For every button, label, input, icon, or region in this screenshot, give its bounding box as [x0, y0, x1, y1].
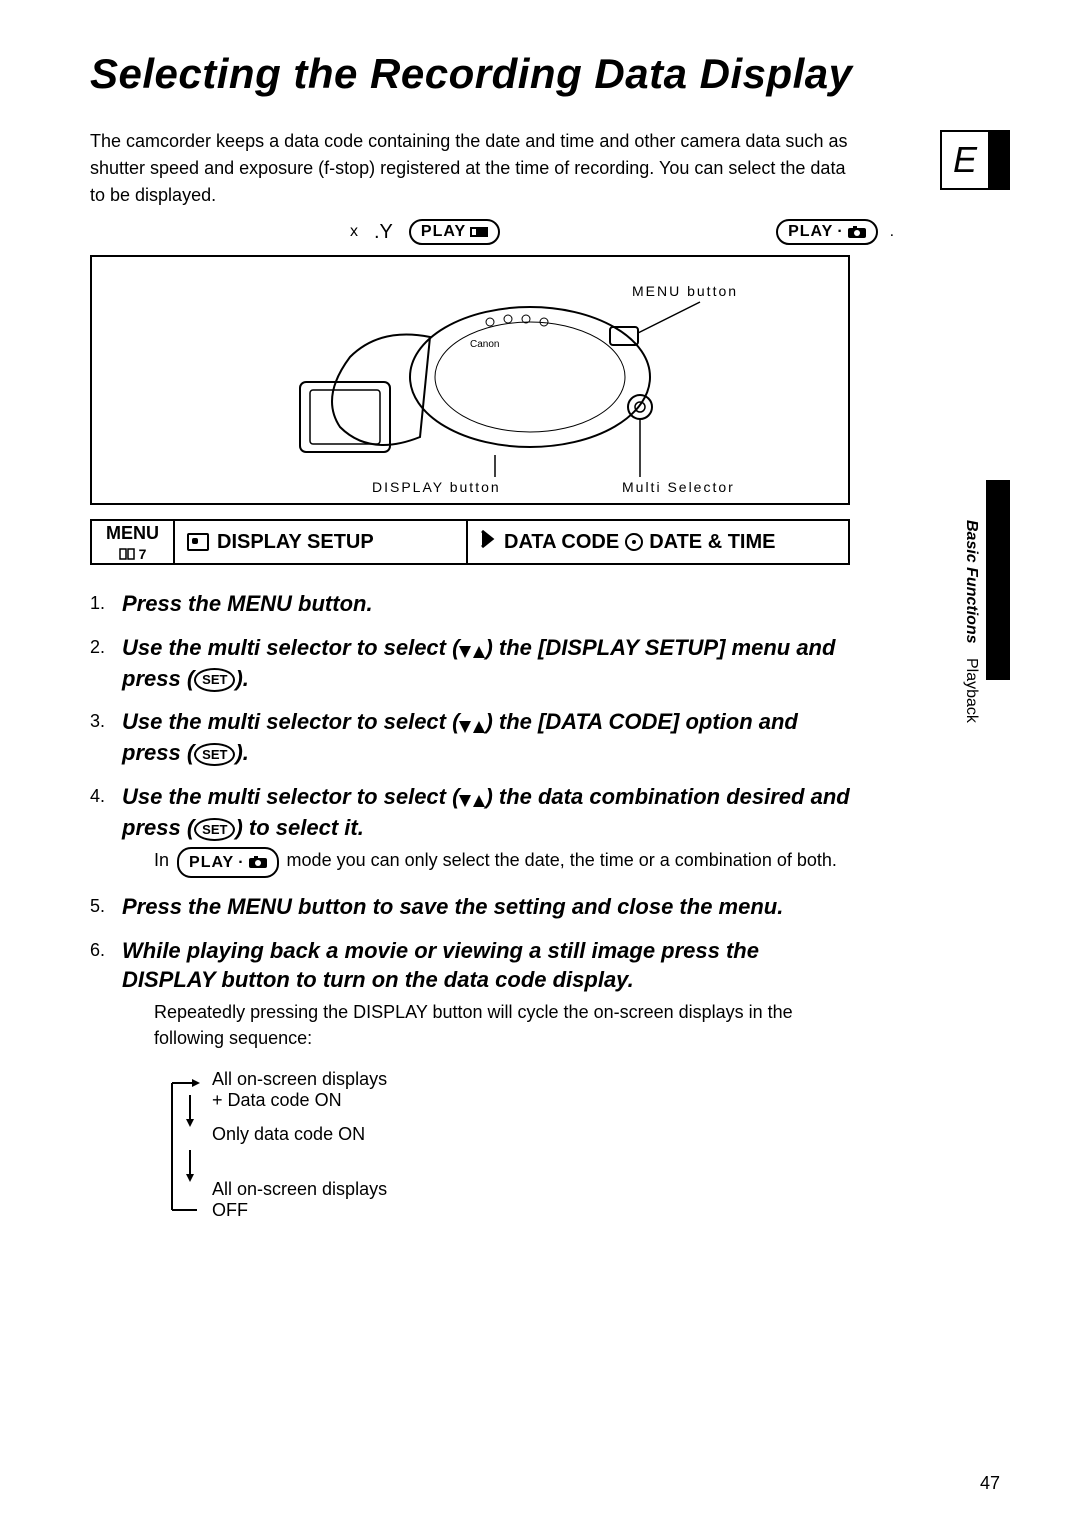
display-setup-icon — [187, 533, 209, 551]
chevron-right-icon — [480, 529, 496, 555]
step-4-note: In PLAY· mode you can only select the da… — [154, 847, 850, 878]
step-4: 4. Use the multi selector to select () t… — [90, 782, 850, 878]
cycle-node-1: All on-screen displays + Data code ON — [212, 1069, 402, 1111]
step-1: 1. Press the MENU button. — [90, 589, 850, 619]
cycle-arrows-icon — [142, 1075, 202, 1225]
section-black-tab — [986, 480, 1010, 680]
mode-row: x .Y PLAY PLAY · . — [350, 219, 1010, 245]
cycle-node-2: Only data code ON — [212, 1124, 365, 1145]
callout-selector: Multi Selector — [622, 479, 735, 495]
intro-text: The camcorder keeps a data code containi… — [90, 128, 850, 209]
page-title: Selecting the Recording Data Display — [90, 50, 1010, 98]
trailing-period: . — [890, 223, 894, 241]
section-side-label: Basic Functions Playback — [962, 520, 980, 723]
menu-path-display-setup: DISPLAY SETUP — [175, 519, 468, 565]
svg-text:Canon: Canon — [470, 339, 499, 350]
disc-icon — [625, 533, 643, 551]
camera-diagram: Canon MENU button DISPLAY button Multi S… — [90, 255, 850, 505]
play-movie-pill: PLAY — [409, 219, 500, 245]
steps-list: 1. Press the MENU button. 2. Use the mul… — [90, 589, 850, 1051]
e-side-tab: E — [940, 130, 1010, 190]
menu-path-bar: MENU 7 DISPLAY SETUP DATA CODE DATE & TI… — [90, 519, 850, 565]
step-6-note: Repeatedly pressing the DISPLAY button w… — [154, 999, 850, 1051]
play-still-pill-inline: PLAY· — [177, 847, 279, 878]
cycle-node-3: All on-screen displays OFF — [212, 1179, 402, 1221]
step-2: 2. Use the multi selector to select () t… — [90, 633, 850, 694]
page-number: 47 — [980, 1473, 1000, 1494]
set-button-icon: SET — [194, 818, 235, 842]
play-still-pill: PLAY · — [776, 219, 878, 245]
step-3: 3. Use the multi selector to select () t… — [90, 707, 850, 768]
film-icon — [470, 225, 488, 239]
callout-display: DISPLAY button — [372, 479, 501, 495]
cycle-diagram: All on-screen displays + Data code ON On… — [122, 1069, 402, 1229]
menu-path-data-code: DATA CODE DATE & TIME — [468, 519, 850, 565]
callout-menu: MENU button — [632, 283, 738, 299]
set-button-icon: SET — [194, 743, 235, 767]
step-5: 5. Press the MENU button to save the set… — [90, 892, 850, 922]
step-6: 6. While playing back a movie or viewing… — [90, 936, 850, 1052]
set-button-icon: SET — [194, 668, 235, 692]
book-ref-icon: 7 — [119, 546, 147, 562]
mode-x: x — [350, 223, 358, 241]
camera-icon — [848, 226, 866, 238]
dot-sep: · — [837, 223, 843, 241]
camera-icon — [249, 856, 267, 868]
mode-y: .Y — [374, 221, 393, 244]
menu-path-menu: MENU 7 — [90, 519, 175, 565]
